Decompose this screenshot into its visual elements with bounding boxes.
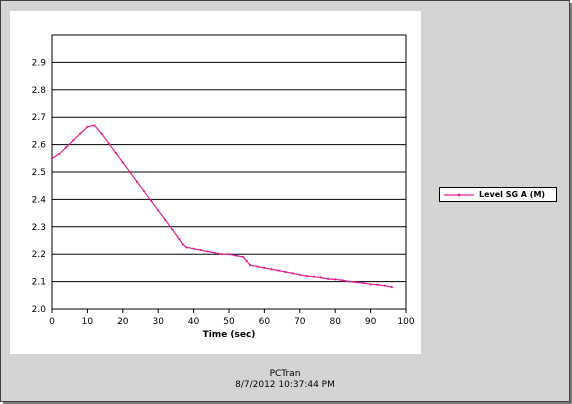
plot-area-border <box>51 34 407 310</box>
y-tick-label: 2.8 <box>32 86 47 96</box>
data-point <box>171 228 174 231</box>
data-point <box>234 254 238 257</box>
x-tick-label: 80 <box>329 317 341 327</box>
data-point <box>107 142 110 145</box>
data-point <box>227 253 231 256</box>
data-point <box>291 272 294 275</box>
data-point <box>164 218 167 222</box>
y-tick-label: 2.0 <box>32 305 47 315</box>
data-point <box>150 199 153 202</box>
data-point <box>341 279 344 282</box>
data-point <box>220 253 224 256</box>
x-tick-label: 90 <box>365 317 377 327</box>
y-tick-label: 2.5 <box>32 168 46 178</box>
data-point <box>213 251 216 254</box>
data-point <box>50 157 54 160</box>
data-point <box>57 153 61 156</box>
data-point <box>206 250 209 253</box>
data-point <box>348 280 351 283</box>
data-point <box>376 283 379 286</box>
line-chart: 2.0 2.1 2.2 2.3 2.4 2.5 2.6 2.7 2.8 2.9 0 10 20 30 40 5… <box>32 34 415 340</box>
plot-panel: 2.0 2.1 2.2 2.3 2.4 2.5 2.6 2.7 2.8 2.9 0 10 20 30 40 5… <box>10 11 421 354</box>
y-tick-label: 2.4 <box>32 195 47 205</box>
data-point <box>362 281 365 285</box>
data-point <box>277 269 280 272</box>
data-point <box>65 146 68 149</box>
x-tick-label: 50 <box>223 317 235 327</box>
data-point <box>256 265 259 268</box>
x-tick-label: 30 <box>152 317 164 327</box>
data-point <box>121 161 124 164</box>
x-tick-label: 100 <box>397 317 414 327</box>
legend: Level SG A (M) <box>439 187 557 202</box>
data-point <box>319 276 323 279</box>
y-tick-label: 2.2 <box>32 250 46 260</box>
y-tick-label: 2.6 <box>32 141 47 151</box>
data-point <box>157 209 160 212</box>
x-axis-label: Time (sec) <box>203 330 256 340</box>
legend-swatch <box>444 193 474 196</box>
y-tick-label: 2.1 <box>32 278 46 288</box>
data-point <box>181 243 185 246</box>
data-point <box>178 238 181 241</box>
data-point <box>270 268 273 271</box>
data-point <box>334 278 337 281</box>
data-point <box>369 283 372 286</box>
data-point <box>242 255 245 259</box>
x-tick-label: 70 <box>294 317 306 327</box>
y-tick-label: 2.9 <box>32 58 47 68</box>
data-point <box>383 284 386 287</box>
data-point <box>298 273 301 276</box>
data-point <box>86 125 89 128</box>
data-point <box>305 275 308 278</box>
data-point <box>390 285 393 289</box>
data-point <box>192 247 195 250</box>
legend-label: Level SG A (M) <box>479 190 546 199</box>
data-point <box>100 132 103 135</box>
x-tick-label: 60 <box>259 317 271 327</box>
timestamp: 8/7/2012 10:37:44 PM <box>235 380 335 390</box>
data-point <box>284 270 287 274</box>
data-point <box>185 246 188 249</box>
y-tick-label: 2.3 <box>32 223 46 233</box>
series-line <box>51 124 392 288</box>
data-point <box>72 139 75 142</box>
y-tick-label: 2.7 <box>32 113 46 123</box>
data-point <box>327 277 330 280</box>
data-point <box>245 259 248 263</box>
data-point <box>93 124 96 127</box>
data-point <box>79 132 82 135</box>
x-tick-label: 20 <box>117 317 129 327</box>
x-tick-label: 40 <box>188 317 200 327</box>
data-point <box>114 151 117 154</box>
data-point <box>312 275 316 278</box>
x-tick-label: 0 <box>49 317 55 327</box>
data-point <box>199 248 202 252</box>
data-point <box>355 281 358 284</box>
x-tick-label: 10 <box>82 317 94 327</box>
data-point <box>135 180 139 183</box>
data-point <box>263 266 266 269</box>
data-point <box>128 170 131 174</box>
data-point <box>142 190 146 193</box>
data-point <box>249 264 252 267</box>
app-name: PCTran <box>269 369 301 379</box>
